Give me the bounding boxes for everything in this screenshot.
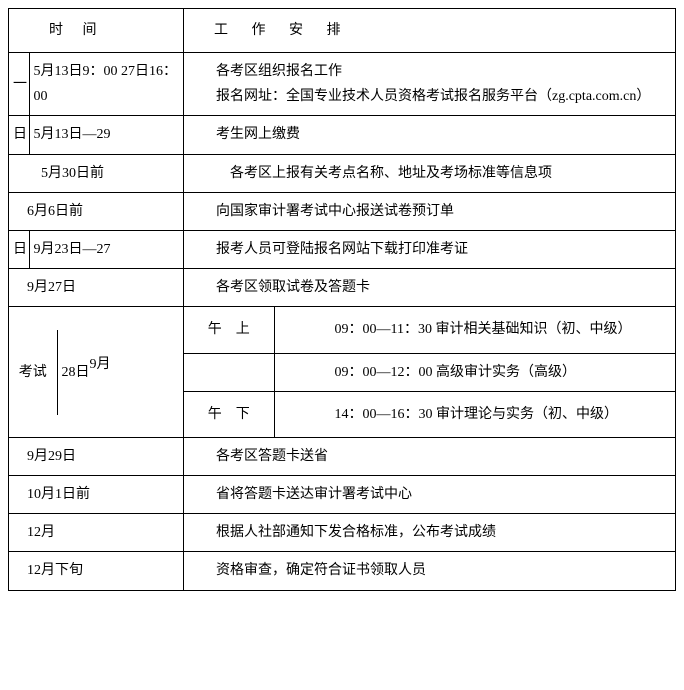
time-cell: 12月 — [9, 514, 184, 552]
work-cell: 省将答题卡送达审计署考试中心 — [184, 476, 676, 514]
time-cell: 日 9月23日—27 — [9, 230, 184, 268]
work-cell: 根据人社部通知下发合格标准，公布考试成绩 — [184, 514, 676, 552]
afternoon-label: 午 下 — [184, 392, 274, 437]
work-cell: 各考区上报有关考点名称、地址及考场标准等信息项 — [184, 154, 676, 192]
table-row: 10月1日前 省将答题卡送达审计署考试中心 — [9, 476, 676, 514]
time-cell: 一 5月13日9：00 27日16：00 — [9, 53, 184, 116]
morning-label-cont — [184, 354, 274, 391]
exam-row: 考试 28日9月 午 上 09：00—11：30 审计相关基础知识（初、中级） — [9, 307, 676, 353]
exam-date: 28日 — [62, 365, 90, 380]
time-cell: 9月29日 — [9, 437, 184, 475]
table-row: 12月下旬 资格审查，确定符合证书领取人员 — [9, 552, 676, 590]
exam-session-cell: 09：00—12：00 高级审计实务（高级） — [184, 353, 676, 391]
work-cell: 各考区领取试卷及答题卡 — [184, 269, 676, 307]
work-cell: 各考区组织报名工作 报名网址：全国专业技术人员资格考试报名服务平台（zg.cpt… — [184, 53, 676, 116]
time-cell: 日 5月13日—29 — [9, 116, 184, 154]
time-cell: 5月30日前 — [9, 154, 184, 192]
work-cell: 报考人员可登陆报名网站下载打印准考证 — [184, 230, 676, 268]
header-work: 工 作 安 排 — [184, 9, 676, 53]
time-text: 5月13日9：00 27日16：00 — [29, 53, 183, 115]
table-header-row: 时 间 工 作 安 排 — [9, 9, 676, 53]
time-text: 5月13日—29 — [29, 116, 183, 153]
table-row: 9月27日 各考区领取试卷及答题卡 — [9, 269, 676, 307]
exam-time-cell: 考试 28日9月 — [9, 307, 184, 438]
time-prefix: 日 — [9, 231, 29, 268]
exam-label: 考试 — [9, 330, 57, 415]
time-text: 9月23日—27 — [29, 231, 183, 268]
morning-label: 午 上 — [184, 307, 274, 352]
session-1: 09：00—11：30 审计相关基础知识（初、中级） — [274, 307, 675, 352]
exam-date-cell: 28日9月 — [57, 330, 183, 415]
header-time: 时 间 — [9, 9, 184, 53]
exam-session-cell: 午 下 14：00—16：30 审计理论与实务（初、中级） — [184, 391, 676, 437]
time-cell: 10月1日前 — [9, 476, 184, 514]
table-row: 12月 根据人社部通知下发合格标准，公布考试成绩 — [9, 514, 676, 552]
table-row: 5月30日前 各考区上报有关考点名称、地址及考场标准等信息项 — [9, 154, 676, 192]
table-row: 一 5月13日9：00 27日16：00 各考区组织报名工作 报名网址：全国专业… — [9, 53, 676, 116]
work-cell: 考生网上缴费 — [184, 116, 676, 154]
time-prefix: 一 — [9, 53, 29, 115]
exam-month: 9月 — [90, 357, 111, 372]
schedule-table: 时 间 工 作 安 排 一 5月13日9：00 27日16：00 各考区组织报名… — [8, 8, 676, 591]
table-row: 日 9月23日—27 报考人员可登陆报名网站下载打印准考证 — [9, 230, 676, 268]
exam-session-cell: 午 上 09：00—11：30 审计相关基础知识（初、中级） — [184, 307, 676, 353]
time-cell: 12月下旬 — [9, 552, 184, 590]
table-row: 6月6日前 向国家审计署考试中心报送试卷预订单 — [9, 192, 676, 230]
table-row: 9月29日 各考区答题卡送省 — [9, 437, 676, 475]
session-2: 09：00—12：00 高级审计实务（高级） — [274, 354, 675, 391]
work-cell: 资格审查，确定符合证书领取人员 — [184, 552, 676, 590]
work-cell: 向国家审计署考试中心报送试卷预订单 — [184, 192, 676, 230]
session-3: 14：00—16：30 审计理论与实务（初、中级） — [274, 392, 675, 437]
work-cell: 各考区答题卡送省 — [184, 437, 676, 475]
time-cell: 6月6日前 — [9, 192, 184, 230]
time-prefix: 日 — [9, 116, 29, 153]
time-cell: 9月27日 — [9, 269, 184, 307]
table-row: 日 5月13日—29 考生网上缴费 — [9, 116, 676, 154]
